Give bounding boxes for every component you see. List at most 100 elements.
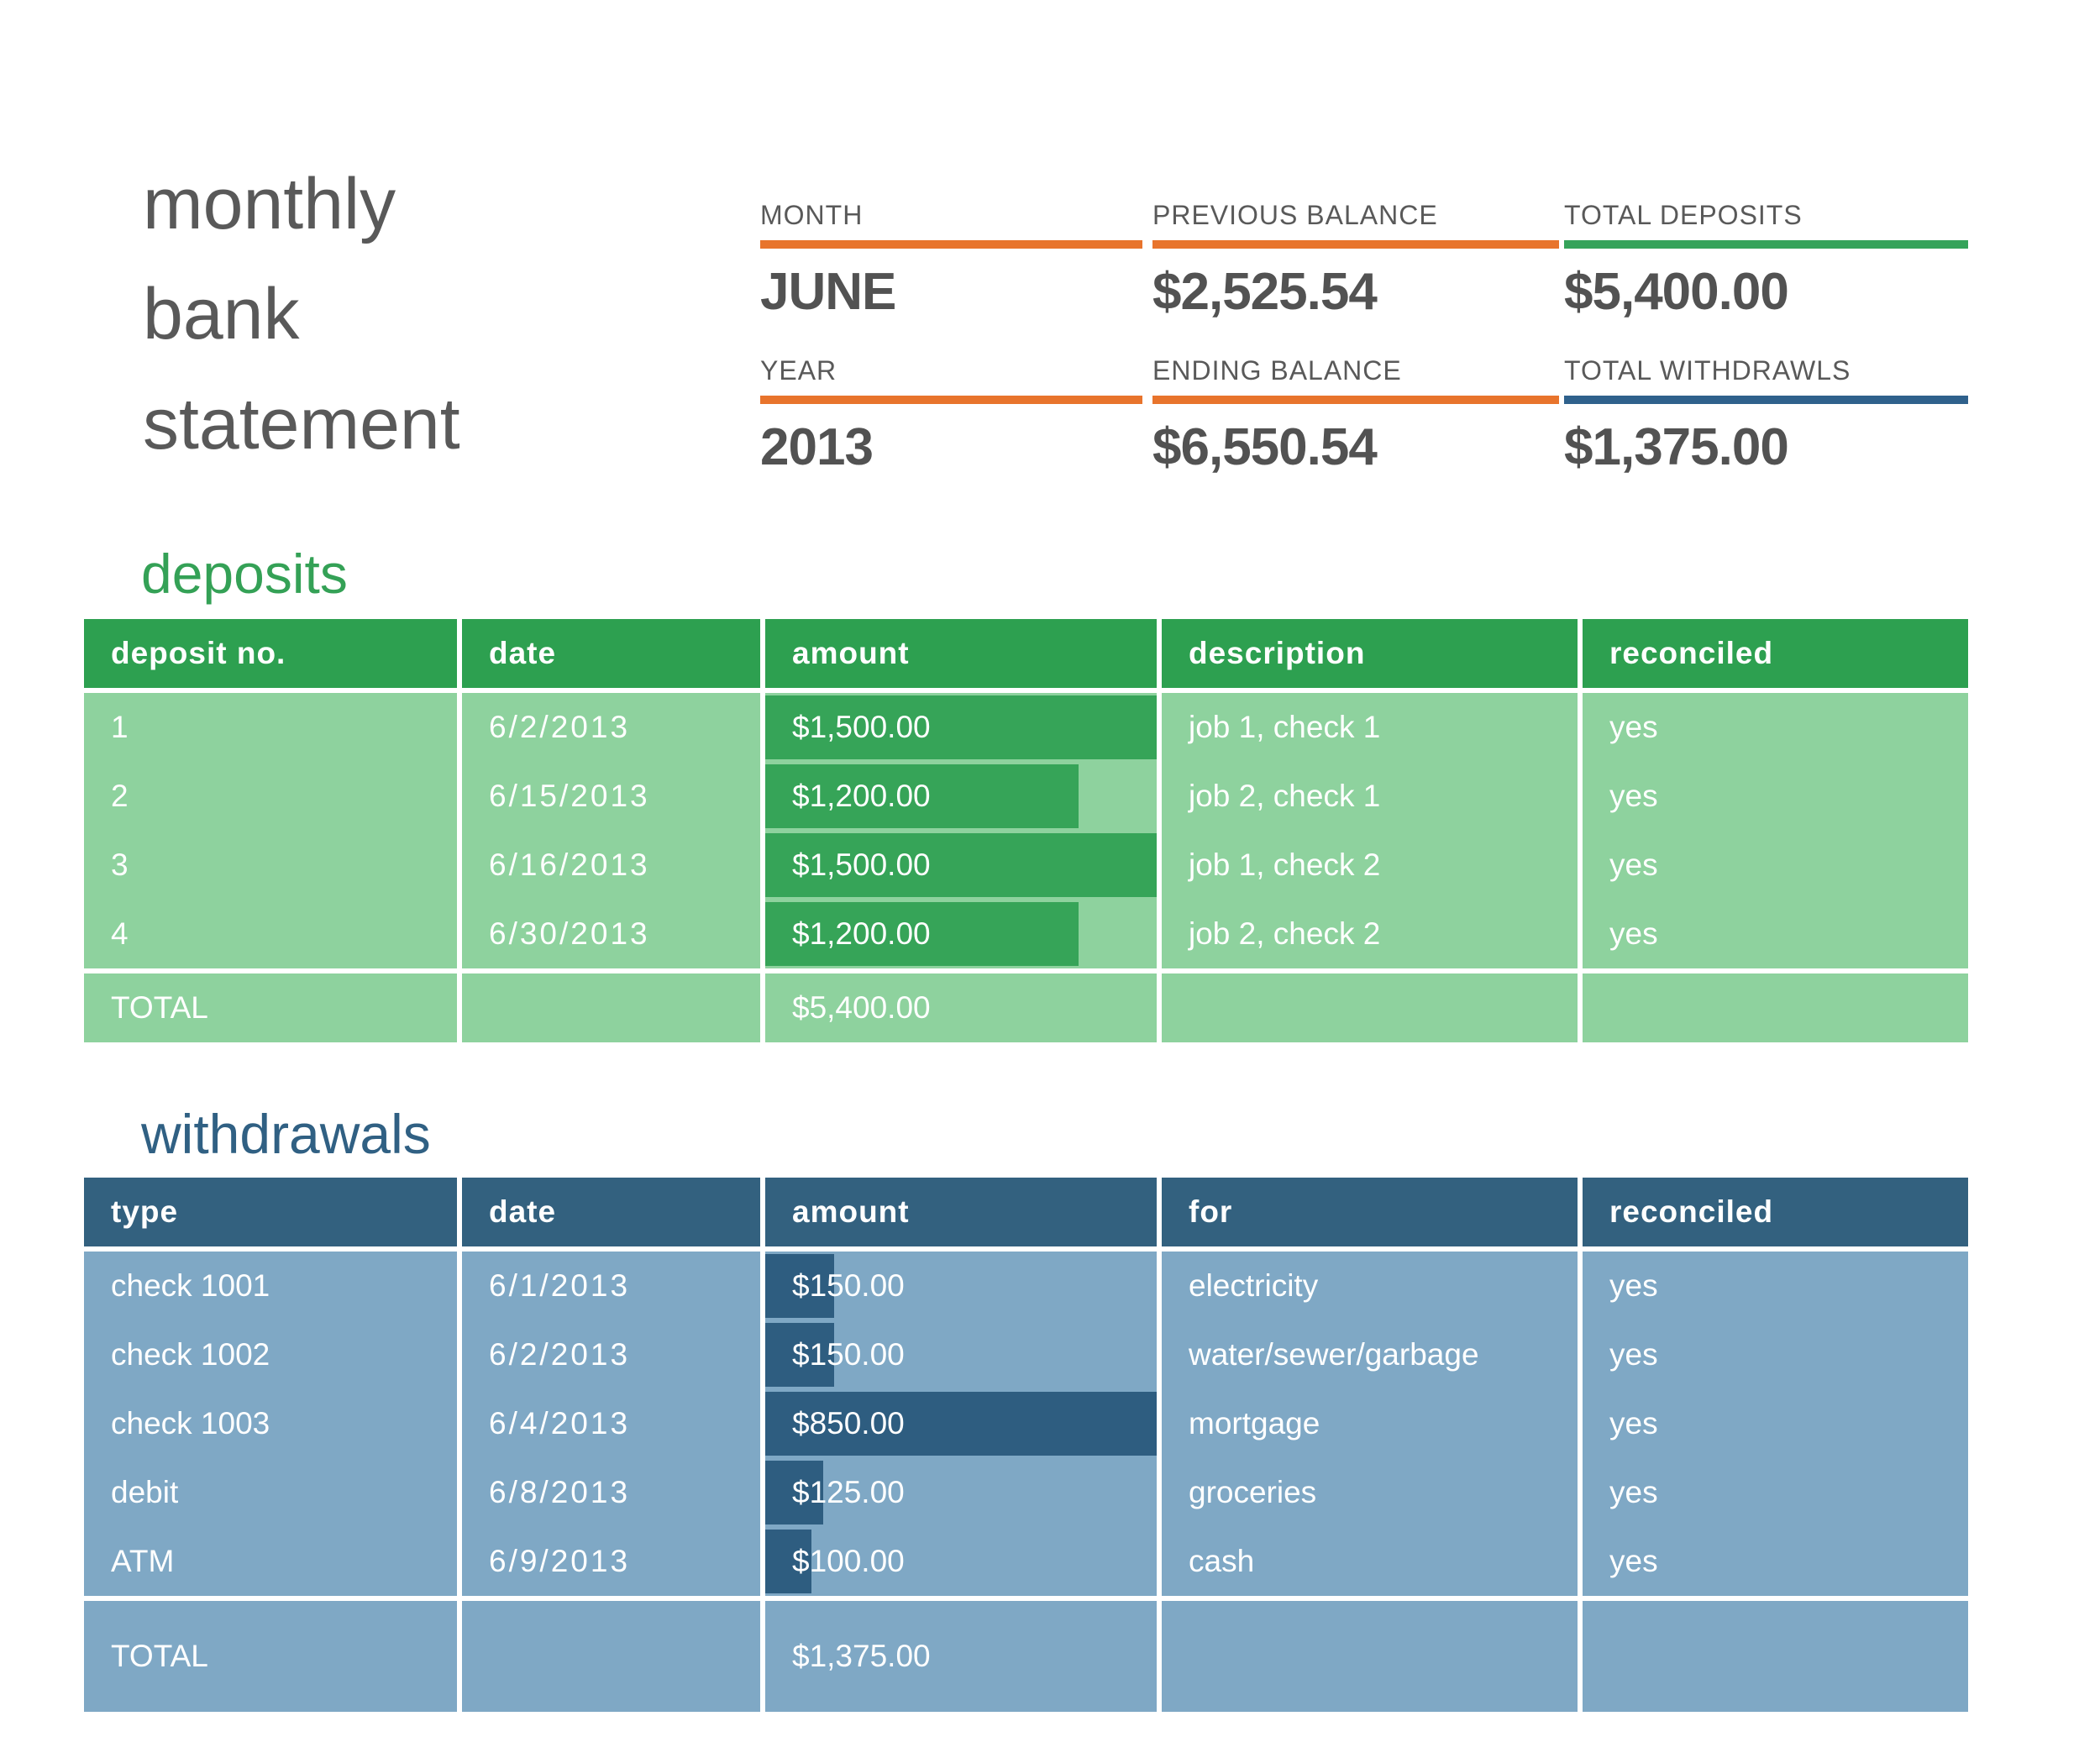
deposit-row: 1 6/2/2013 $1,500.00 job 1, check 1 yes [84,693,1968,762]
amount-data-bar [765,695,1157,759]
deposit-no-cell[interactable]: 3 [84,831,457,900]
withdrawal-row: check 1001 6/1/2013 $150.00 electricity … [84,1252,1968,1320]
year-value[interactable]: 2013 [760,418,874,476]
for-cell[interactable]: groceries [1162,1458,1578,1527]
withdrawals-table: type date amount for reconciled check 10… [84,1178,1968,1712]
withdrawal-row: check 1003 6/4/2013 $850.00 mortgage yes [84,1389,1968,1458]
amount-data-bar [765,1392,1157,1456]
reconciled-cell[interactable]: yes [1583,1320,1968,1389]
page-title: monthly bank statement [143,150,460,480]
for-cell[interactable]: mortgage [1162,1389,1578,1458]
amount-cell[interactable]: $125.00 [765,1458,1157,1527]
empty-cell[interactable] [462,1601,760,1712]
amount-cell[interactable]: $1,500.00 [765,831,1157,900]
amount-cell[interactable]: $1,500.00 [765,693,1157,762]
deposit-row: 2 6/15/2013 $1,200.00 job 2, check 1 yes [84,762,1968,831]
type-cell[interactable]: ATM [84,1527,457,1596]
column-header-amount: amount [765,619,1157,688]
withdrawals-total-row: TOTAL $1,375.00 [84,1601,1968,1712]
withdrawal-row: ATM 6/9/2013 $100.00 cash yes [84,1527,1968,1596]
date-cell[interactable]: 6/2/2013 [462,1320,760,1389]
for-cell[interactable]: water/sewer/garbage [1162,1320,1578,1389]
summary-total-deposits: TOTAL DEPOSITS $5,400.00 [1564,200,1968,322]
empty-cell[interactable] [1162,973,1578,1042]
amount-cell[interactable]: $1,200.00 [765,762,1157,831]
summary-label: ENDING BALANCE [1152,355,1402,386]
column-header-type: type [84,1178,457,1246]
deposit-no-cell[interactable]: 4 [84,900,457,968]
page-title-line: bank [143,274,300,354]
column-header-deposit-no: deposit no. [84,619,457,688]
amount-cell[interactable]: $150.00 [765,1320,1157,1389]
date-cell[interactable]: 6/8/2013 [462,1458,760,1527]
amount-data-bar [765,1323,835,1387]
deposit-row: 4 6/30/2013 $1,200.00 job 2, check 2 yes [84,900,1968,968]
column-header-amount: amount [765,1178,1157,1246]
deposits-total-row: TOTAL $5,400.00 [84,973,1968,1042]
date-cell[interactable]: 6/15/2013 [462,762,760,831]
date-cell[interactable]: 6/4/2013 [462,1389,760,1458]
summary-previous-balance: PREVIOUS BALANCE $2,525.54 [1152,200,1559,322]
reconciled-cell[interactable]: yes [1583,900,1968,968]
month-value[interactable]: JUNE [760,263,896,321]
empty-cell[interactable] [462,973,760,1042]
description-cell[interactable]: job 2, check 2 [1162,900,1578,968]
total-label-cell[interactable]: TOTAL [84,1601,457,1712]
date-cell[interactable]: 6/16/2013 [462,831,760,900]
column-header-reconciled: reconciled [1583,1178,1968,1246]
type-cell[interactable]: check 1001 [84,1252,457,1320]
column-header-for: for [1162,1178,1578,1246]
amount-data-bar [765,833,1157,897]
type-cell[interactable]: check 1002 [84,1320,457,1389]
type-cell[interactable]: debit [84,1458,457,1527]
accent-underline [760,240,1142,249]
empty-cell[interactable] [1162,1601,1578,1712]
reconciled-cell[interactable]: yes [1583,1252,1968,1320]
amount-data-bar [765,1254,835,1318]
total-label-cell[interactable]: TOTAL [84,973,457,1042]
column-header-date: date [462,1178,760,1246]
summary-label: TOTAL DEPOSITS [1564,200,1803,230]
total-withdrawals-value[interactable]: $1,375.00 [1564,418,1789,476]
summary-month: MONTH JUNE [760,200,1142,322]
for-cell[interactable]: cash [1162,1527,1578,1596]
deposits-table: deposit no. date amount description reco… [84,619,1968,1042]
withdrawals-header-row: type date amount for reconciled [84,1178,1968,1246]
reconciled-cell[interactable]: yes [1583,1389,1968,1458]
date-cell[interactable]: 6/2/2013 [462,693,760,762]
deposit-no-cell[interactable]: 1 [84,693,457,762]
description-cell[interactable]: job 1, check 1 [1162,693,1578,762]
page-title-line: monthly [143,164,396,244]
reconciled-cell[interactable]: yes [1583,762,1968,831]
reconciled-cell[interactable]: yes [1583,693,1968,762]
date-cell[interactable]: 6/9/2013 [462,1527,760,1596]
description-cell[interactable]: job 1, check 2 [1162,831,1578,900]
amount-cell[interactable]: $150.00 [765,1252,1157,1320]
previous-balance-value[interactable]: $2,525.54 [1152,263,1378,321]
date-cell[interactable]: 6/30/2013 [462,900,760,968]
accent-underline [1152,396,1559,404]
column-header-description: description [1162,619,1578,688]
description-cell[interactable]: job 2, check 1 [1162,762,1578,831]
amount-data-bar [765,764,1079,828]
amount-cell[interactable]: $850.00 [765,1389,1157,1458]
empty-cell[interactable] [1583,973,1968,1042]
reconciled-cell[interactable]: yes [1583,1458,1968,1527]
amount-cell[interactable]: $100.00 [765,1527,1157,1596]
reconciled-cell[interactable]: yes [1583,1527,1968,1596]
empty-cell[interactable] [1583,1601,1968,1712]
total-amount-cell[interactable]: $1,375.00 [765,1601,1157,1712]
total-amount-cell[interactable]: $5,400.00 [765,973,1157,1042]
reconciled-cell[interactable]: yes [1583,831,1968,900]
page-title-line: statement [143,384,460,464]
type-cell[interactable]: check 1003 [84,1389,457,1458]
summary-year: YEAR 2013 [760,355,1142,477]
ending-balance-value[interactable]: $6,550.54 [1152,418,1378,476]
amount-cell[interactable]: $1,200.00 [765,900,1157,968]
withdrawal-row: debit 6/8/2013 $125.00 groceries yes [84,1458,1968,1527]
date-cell[interactable]: 6/1/2013 [462,1252,760,1320]
summary-label: PREVIOUS BALANCE [1152,200,1438,230]
for-cell[interactable]: electricity [1162,1252,1578,1320]
total-deposits-value[interactable]: $5,400.00 [1564,263,1789,321]
deposit-no-cell[interactable]: 2 [84,762,457,831]
